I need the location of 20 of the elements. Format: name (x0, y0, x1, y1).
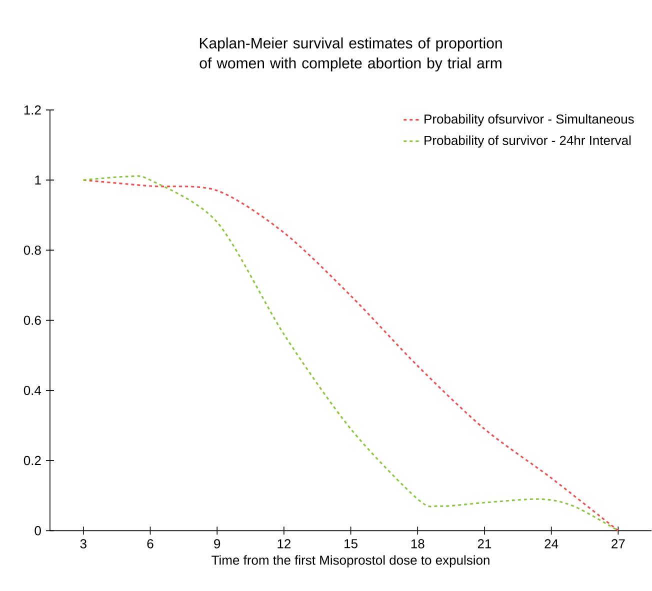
x-axis-title: Time from the first Misoprostol dose to expulsion (212, 555, 490, 568)
y-tick-label: 0.2 (24, 456, 41, 466)
x-tick-label: 6 (147, 539, 154, 549)
x-tick-label: 24 (544, 539, 558, 548)
y-tick-label: 0.8 (24, 246, 41, 255)
x-tick-label: 15 (344, 539, 358, 548)
x-tick-label: 12 (278, 539, 291, 548)
x-tick-label: 9 (214, 539, 220, 549)
legend-label: Probability ofsurvivor - Simultaneous (424, 114, 634, 126)
x-tick-label: 27 (612, 539, 625, 548)
y-tick-label: 1.2 (24, 106, 41, 115)
legend-label: Probability of survivor - 24hr Interval (424, 136, 631, 148)
x-tick-label: 3 (80, 539, 86, 549)
y-tick-label: 1 (35, 176, 41, 185)
x-tick-label: 21 (478, 539, 492, 548)
x-tick-label: 18 (411, 539, 424, 549)
y-tick-label: 0.6 (24, 316, 41, 326)
chart-title: Kaplan-Meier survival estimates of proportion of women with complete abortion by trial arm (200, 38, 502, 72)
y-tick-label: 0.4 (24, 386, 42, 396)
y-tick-label: 0 (34, 526, 41, 536)
